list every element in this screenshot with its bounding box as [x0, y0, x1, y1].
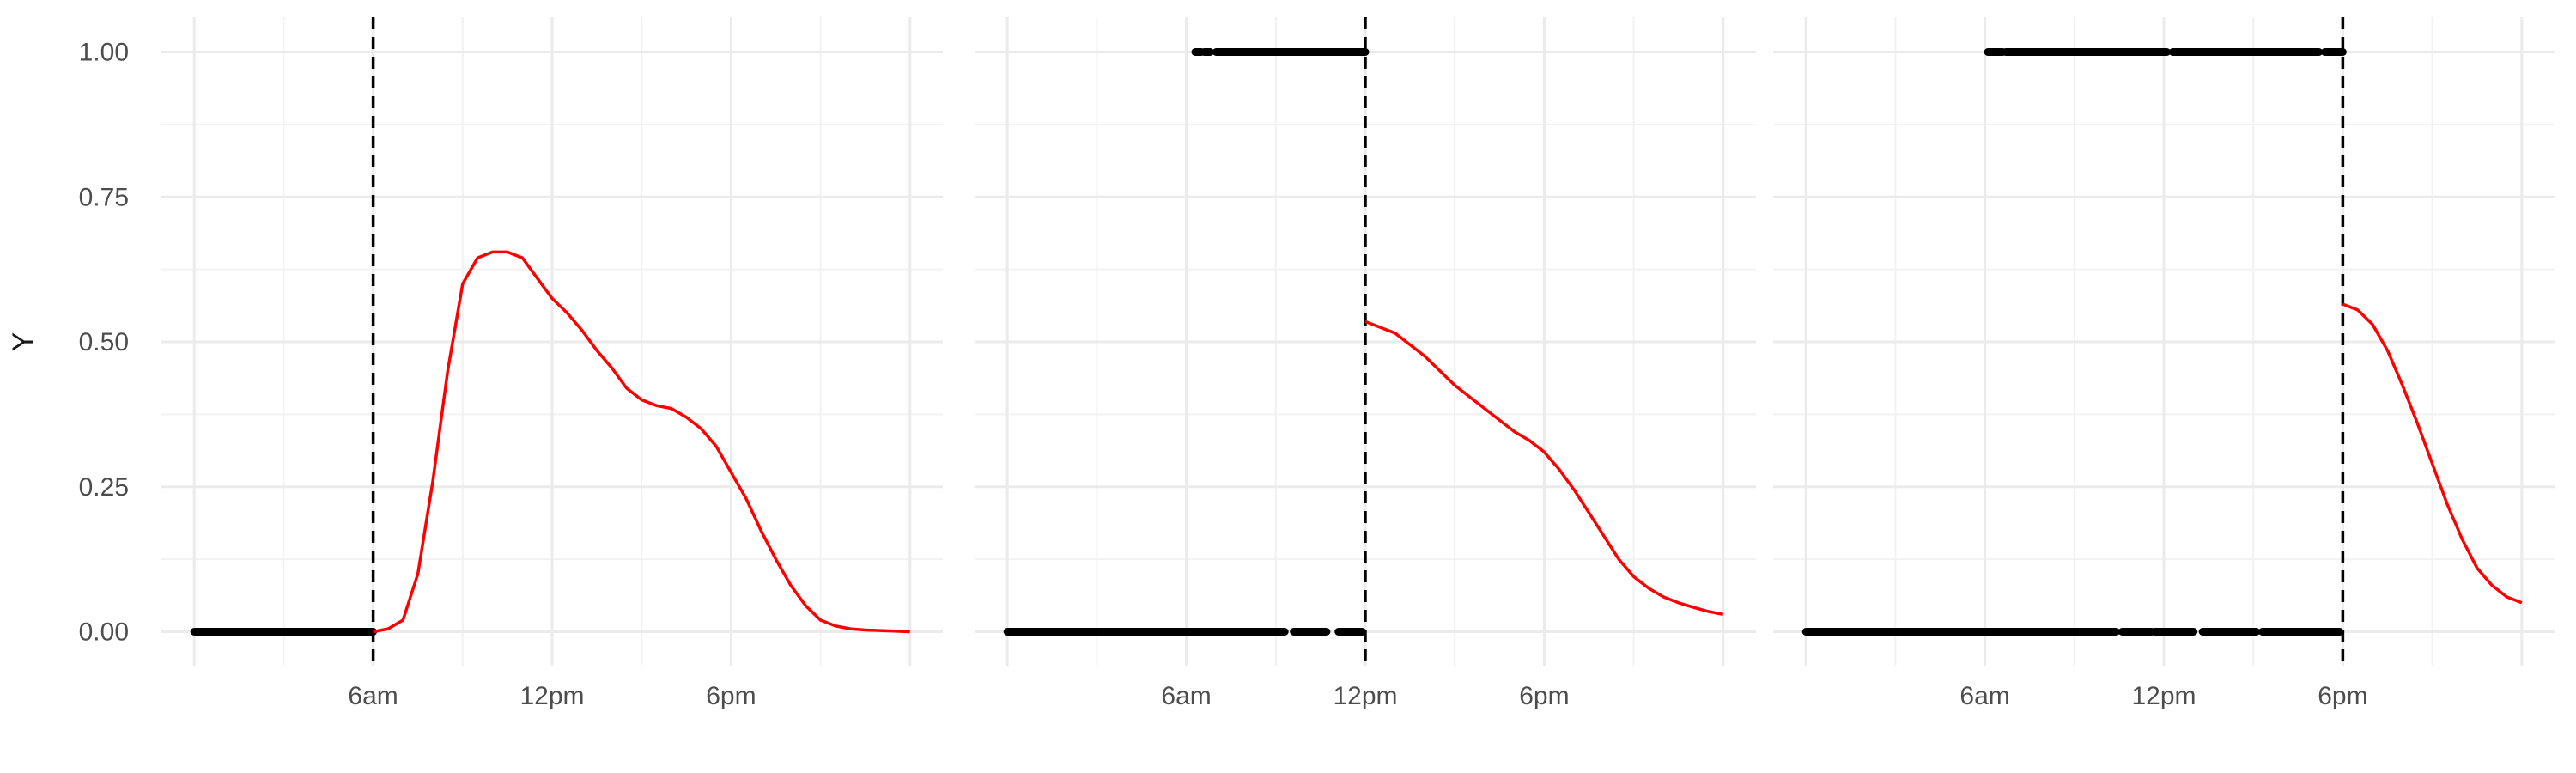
y-tick-label: 0.50 — [79, 328, 129, 356]
panel-1: 6am 12pm 6pm — [161, 17, 943, 710]
y-axis-title: Y — [7, 332, 39, 352]
y-tick-label: 0.75 — [79, 183, 129, 211]
panels-group: 6am 12pm 6pm 6am 12pm 6pm 6am 12pm 6pm — [161, 17, 2555, 710]
x-tick-label: 6pm — [706, 682, 756, 710]
x-tick-label: 12pm — [519, 682, 584, 710]
x-tick-label: 12pm — [2131, 682, 2196, 710]
y-axis: 0.00 0.25 0.50 0.75 1.00 — [79, 39, 129, 647]
x-tick-label: 6pm — [2318, 682, 2367, 710]
y-tick-label: 1.00 — [79, 39, 129, 67]
x-tick-label: 6am — [348, 682, 398, 710]
panel-2: 6am 12pm 6pm — [975, 17, 1756, 710]
x-tick-label: 12pm — [1333, 682, 1397, 710]
fitted-curve — [373, 250, 910, 634]
panel-3: 6am 12pm 6pm — [1773, 17, 2555, 710]
x-tick-label: 6am — [1959, 682, 2009, 710]
y-tick-label: 0.00 — [79, 618, 129, 647]
x-tick-label: 6pm — [1519, 682, 1569, 710]
y-tick-label: 0.25 — [79, 473, 129, 502]
fitted-curve — [2342, 302, 2523, 605]
fitted-curve — [1364, 320, 1724, 617]
x-tick-label: 6am — [1161, 682, 1211, 710]
